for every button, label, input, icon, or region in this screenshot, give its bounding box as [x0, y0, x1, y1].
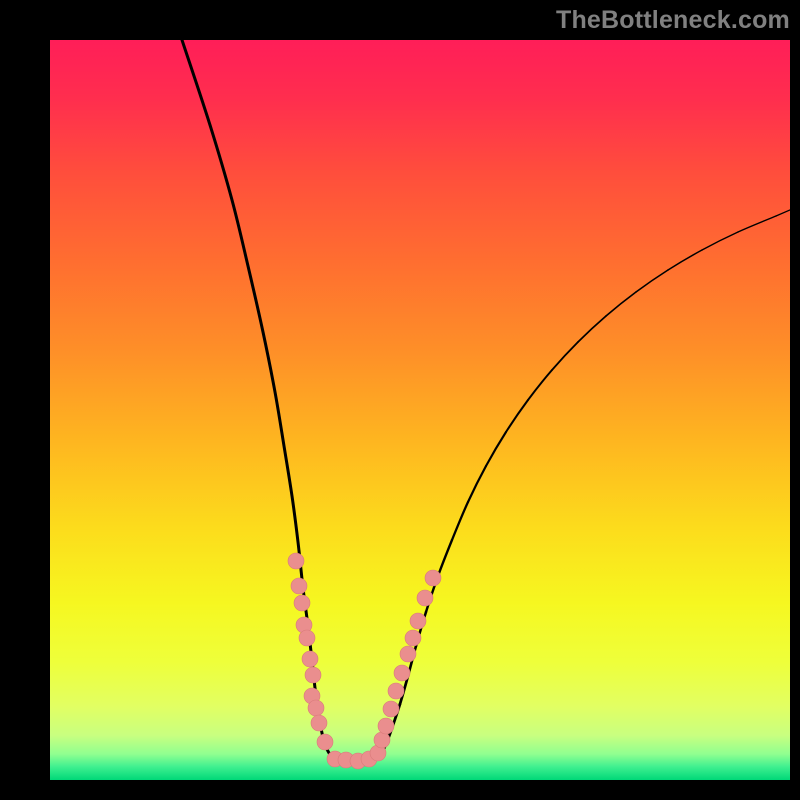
data-marker [288, 553, 304, 569]
data-marker [299, 630, 315, 646]
data-marker [305, 667, 321, 683]
chart-svg [50, 40, 790, 780]
data-marker [417, 590, 433, 606]
data-marker [410, 613, 426, 629]
watermark-text: TheBottleneck.com [556, 6, 790, 35]
data-marker [400, 646, 416, 662]
data-marker [405, 630, 421, 646]
plot-area [50, 40, 790, 780]
data-marker [425, 570, 441, 586]
data-marker [378, 718, 394, 734]
data-marker [294, 595, 310, 611]
data-marker [311, 715, 327, 731]
chart-stage: TheBottleneck.com [0, 0, 800, 800]
data-marker [383, 701, 399, 717]
data-marker [394, 665, 410, 681]
data-marker [317, 734, 333, 750]
data-marker [302, 651, 318, 667]
data-marker [388, 683, 404, 699]
data-marker [374, 732, 390, 748]
data-marker [291, 578, 307, 594]
gradient-background [50, 40, 790, 780]
data-marker [308, 700, 324, 716]
